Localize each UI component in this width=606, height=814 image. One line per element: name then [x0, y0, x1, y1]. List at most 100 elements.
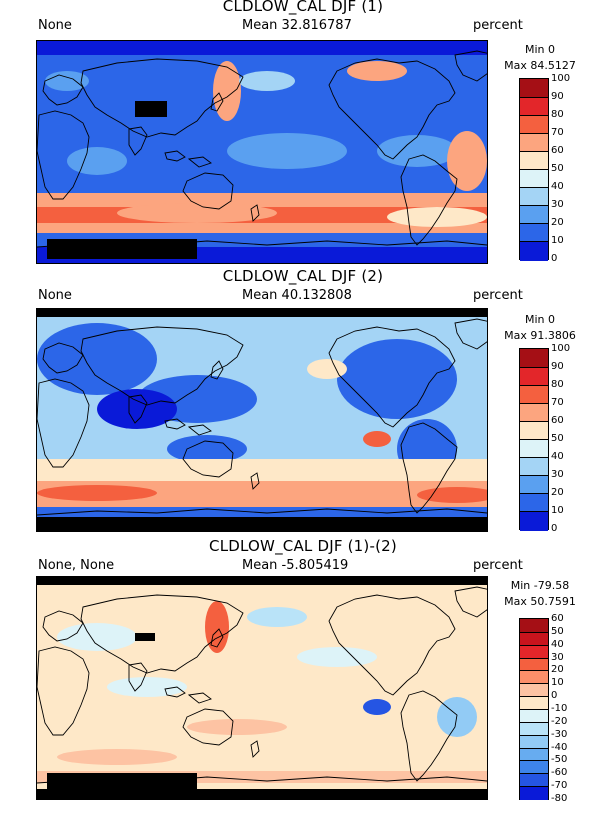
field-missing — [37, 517, 487, 531]
colorbar-tick-label: 100 — [551, 343, 571, 354]
field-missing — [37, 309, 487, 317]
colorbar-swatch — [520, 786, 548, 801]
colorbar-tick-label: 50 — [551, 625, 564, 637]
colorbar-tick-label: -30 — [551, 728, 568, 740]
panel-title: CLDLOW_CAL DJF (1) — [222, 0, 384, 15]
field-region — [167, 435, 247, 463]
colorbar-tick-label: 90 — [551, 361, 564, 372]
colorbar-tick-label: 40 — [551, 181, 564, 192]
colorbar-swatch — [520, 97, 548, 117]
colorbar-swatch — [520, 241, 548, 261]
field-region — [447, 131, 487, 191]
field-missing — [47, 239, 197, 259]
colorbar-swatch — [520, 187, 548, 207]
colorbar-swatch — [520, 493, 548, 513]
field-region — [37, 485, 157, 501]
max-label: Max 50.7591 — [504, 595, 576, 608]
field-region — [37, 323, 157, 395]
colorbar-tick-label: 30 — [551, 651, 564, 663]
colorbar — [519, 348, 549, 531]
field-region — [239, 71, 295, 91]
colorbar-swatch — [520, 223, 548, 243]
field-region — [57, 749, 177, 765]
field-region — [297, 647, 377, 667]
field-region — [187, 719, 287, 735]
units-label: percent — [473, 18, 523, 33]
colorbar-swatch — [520, 657, 548, 672]
colorbar-tick-label: 10 — [551, 505, 564, 516]
colorbar-tick-label: 90 — [551, 91, 564, 102]
colorbar-tick-label: 10 — [551, 235, 564, 246]
max-label: Max 84.5127 — [504, 59, 576, 72]
left-label: None — [38, 18, 72, 33]
field-region — [363, 431, 391, 447]
colorbar-swatch — [520, 747, 548, 762]
colorbar-swatch — [520, 670, 548, 685]
map-plot — [36, 40, 488, 264]
map-field — [37, 309, 487, 531]
field-region — [37, 507, 487, 517]
field-region — [347, 61, 407, 81]
map-plot — [36, 308, 488, 532]
colorbar-tick-label: -10 — [551, 703, 568, 714]
colorbar-swatch — [520, 385, 548, 405]
mean-label: Mean 40.132808 — [242, 288, 352, 303]
panel-title: CLDLOW_CAL DJF (1)-(2) — [209, 537, 397, 555]
panel-2: CLDLOW_CAL DJF (2) None Mean 40.132808 p… — [0, 267, 606, 540]
colorbar-swatch — [520, 421, 548, 441]
field-region — [37, 41, 487, 55]
units-label: percent — [473, 288, 523, 303]
colorbar-swatch — [520, 115, 548, 135]
colorbar-tick-label: 60 — [551, 415, 564, 426]
colorbar-tick-label: 100 — [551, 73, 571, 84]
colorbar-tick-label: -80 — [551, 793, 568, 804]
panel-title: CLDLOW_CAL DJF (2) — [222, 267, 384, 285]
colorbar-swatch — [520, 619, 548, 633]
units-label: percent — [473, 558, 523, 573]
min-max-box: Min -79.58 Max 50.7591 — [490, 578, 590, 610]
colorbar-swatch — [520, 79, 548, 98]
colorbar-tick-label: 80 — [551, 379, 564, 390]
field-region — [117, 203, 277, 223]
colorbar-swatch — [520, 760, 548, 775]
field-region — [67, 147, 127, 175]
min-label: Min 0 — [524, 43, 555, 56]
panel-1: CLDLOW_CAL DJF (1) None Mean 32.816787 p… — [0, 0, 606, 270]
colorbar-tick-label: -60 — [551, 767, 568, 779]
colorbar-tick-label: 50 — [551, 433, 564, 444]
panel-3: CLDLOW_CAL DJF (1)-(2) None, None Mean -… — [0, 537, 606, 810]
field-region — [337, 339, 457, 419]
map-field — [37, 577, 487, 799]
field-missing — [135, 101, 167, 117]
mean-label: Mean -5.805419 — [242, 558, 349, 573]
field-missing — [37, 577, 487, 585]
colorbar-swatch — [520, 403, 548, 423]
colorbar-tick-label: 0 — [551, 690, 558, 702]
colorbar-tick-label: 60 — [551, 613, 564, 624]
colorbar-swatch — [520, 631, 548, 647]
colorbar-swatch — [520, 205, 548, 225]
field-missing — [135, 633, 155, 641]
colorbar-tick-label: 10 — [551, 677, 564, 689]
colorbar-tick-label: 20 — [551, 664, 564, 676]
colorbar-tick-label: 30 — [551, 469, 564, 480]
colorbar-swatch — [520, 644, 548, 660]
colorbar-swatch — [520, 734, 548, 750]
colorbar-swatch — [520, 475, 548, 495]
colorbar-tick-label: 30 — [551, 199, 564, 210]
max-label: Max 91.3806 — [504, 329, 576, 342]
colorbar-swatch — [520, 773, 548, 788]
min-label: Min 0 — [524, 313, 555, 326]
left-label: None — [38, 288, 72, 303]
field-region — [97, 389, 177, 429]
field-region — [205, 601, 229, 653]
field-region — [387, 207, 487, 227]
colorbar-tick-label: 20 — [551, 217, 564, 228]
colorbar — [519, 618, 549, 801]
colorbar-swatch — [520, 133, 548, 153]
colorbar-tick-label: 0 — [551, 253, 558, 264]
field-region — [57, 623, 137, 651]
colorbar-tick-label: 20 — [551, 487, 564, 498]
colorbar-tick-label: 40 — [551, 638, 564, 650]
colorbar-tick-label: -20 — [551, 715, 568, 727]
